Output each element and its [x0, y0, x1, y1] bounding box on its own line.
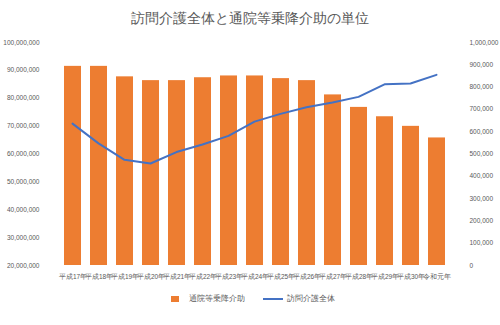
svg-text:平成18年: 平成18年 [85, 273, 113, 280]
svg-text:20,000,000: 20,000,000 [7, 262, 40, 269]
svg-text:30,000,000: 30,000,000 [7, 234, 40, 241]
svg-text:平成30年: 平成30年 [397, 273, 425, 280]
svg-text:平成21年: 平成21年 [163, 273, 191, 280]
svg-text:600,000: 600,000 [470, 128, 494, 135]
html-text:訪問介護全体と通院等乗降介助の単位: 訪問介護全体と通院等乗降介助の単位 [131, 10, 369, 26]
svg-text:70,000,000: 70,000,000 [7, 122, 40, 129]
svg-text:80,000,000: 80,000,000 [7, 94, 40, 101]
svg-text:平成22年: 平成22年 [189, 273, 217, 280]
html-text:訪問介護全体: 訪問介護全体 [287, 294, 335, 303]
svg-text:0: 0 [470, 262, 474, 269]
svg-text:40,000,000: 40,000,000 [7, 206, 40, 213]
svg-text:200,000: 200,000 [470, 217, 494, 224]
svg-text:800,000: 800,000 [470, 83, 494, 90]
svg-text:令和元年: 令和元年 [423, 273, 451, 281]
svg-text:平成24年: 平成24年 [241, 273, 269, 280]
svg-text:900,000: 900,000 [470, 61, 494, 68]
svg-text:平成20年: 平成20年 [137, 273, 165, 280]
svg-text:50,000,000: 50,000,000 [7, 178, 40, 185]
svg-text:平成17年: 平成17年 [59, 273, 87, 280]
svg-text:平成28年: 平成28年 [345, 273, 373, 280]
svg-text:1,000,000: 1,000,000 [470, 39, 499, 46]
html-text:通院等乗降介助: 通院等乗降介助 [189, 294, 245, 303]
svg-text:100,000,000: 100,000,000 [3, 39, 40, 46]
svg-text:500,000: 500,000 [470, 150, 494, 157]
svg-text:平成19年: 平成19年 [111, 273, 139, 280]
svg-text:90,000,000: 90,000,000 [7, 66, 40, 73]
svg-text:60,000,000: 60,000,000 [7, 150, 40, 157]
svg-text:400,000: 400,000 [470, 172, 494, 179]
svg-text:平成23年: 平成23年 [215, 273, 243, 280]
svg-text:平成27年: 平成27年 [319, 273, 347, 280]
svg-text:700,000: 700,000 [470, 105, 494, 112]
svg-text:100,000: 100,000 [470, 239, 494, 246]
svg-text:平成29年: 平成29年 [371, 273, 399, 280]
svg-text:平成25年: 平成25年 [267, 273, 295, 280]
svg-text:平成26年: 平成26年 [293, 273, 321, 280]
svg-text:300,000: 300,000 [470, 195, 494, 202]
